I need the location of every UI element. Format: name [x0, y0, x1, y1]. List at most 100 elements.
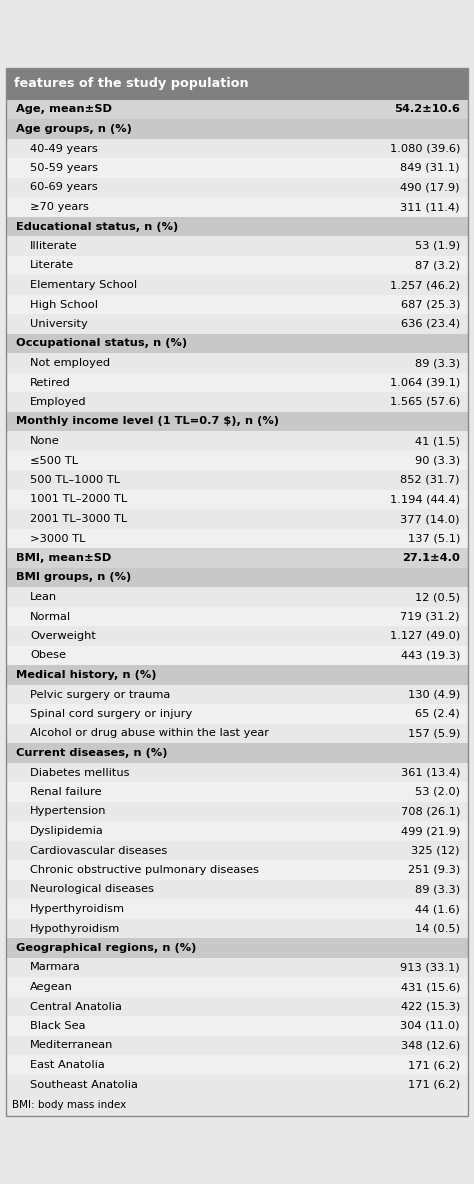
Text: 708 (26.1): 708 (26.1) [401, 806, 460, 817]
Text: Retired: Retired [30, 378, 71, 387]
Text: ≥70 years: ≥70 years [30, 202, 89, 212]
Bar [6, 412, 468, 431]
Bar [6, 861, 468, 880]
Bar [6, 509, 468, 529]
Text: BMI groups, n (%): BMI groups, n (%) [16, 573, 131, 583]
Bar [6, 1094, 468, 1117]
Text: 1.257 (46.2): 1.257 (46.2) [390, 279, 460, 290]
Bar [6, 451, 468, 470]
Bar [6, 606, 468, 626]
Text: Overweight: Overweight [30, 631, 96, 641]
Text: Literate: Literate [30, 260, 74, 270]
Text: Pelvic surgery or trauma: Pelvic surgery or trauma [30, 689, 170, 700]
Bar [6, 1036, 468, 1055]
Text: 443 (19.3): 443 (19.3) [401, 650, 460, 661]
Text: Not employed: Not employed [30, 358, 110, 368]
Text: Chronic obstructive pulmonary diseases: Chronic obstructive pulmonary diseases [30, 866, 259, 875]
Bar [6, 919, 468, 938]
Bar [6, 67, 468, 1117]
Bar [6, 684, 468, 704]
Text: Hyperthyroidism: Hyperthyroidism [30, 905, 125, 914]
Text: 852 (31.7): 852 (31.7) [401, 475, 460, 485]
Bar [6, 159, 468, 178]
Text: 687 (25.3): 687 (25.3) [401, 300, 460, 309]
Text: 65 (2.4): 65 (2.4) [415, 709, 460, 719]
Bar [6, 470, 468, 490]
Text: 2001 TL–3000 TL: 2001 TL–3000 TL [30, 514, 127, 525]
Bar [6, 120, 468, 139]
Bar [6, 997, 468, 1016]
Text: 1.194 (44.4): 1.194 (44.4) [390, 495, 460, 504]
Text: 54.2±10.6: 54.2±10.6 [394, 104, 460, 115]
Text: Central Anatolia: Central Anatolia [30, 1002, 122, 1011]
Text: 40-49 years: 40-49 years [30, 143, 98, 154]
Text: 500 TL–1000 TL: 500 TL–1000 TL [30, 475, 120, 485]
Text: 361 (13.4): 361 (13.4) [401, 767, 460, 778]
Text: Aegean: Aegean [30, 982, 73, 992]
Bar [6, 237, 468, 256]
Bar [6, 314, 468, 334]
Bar [6, 938, 468, 958]
Text: Hypothyroidism: Hypothyroidism [30, 924, 120, 933]
Bar [6, 490, 468, 509]
Bar [6, 431, 468, 451]
Text: ≤500 TL: ≤500 TL [30, 456, 78, 465]
Text: 499 (21.9): 499 (21.9) [401, 826, 460, 836]
Text: Alcohol or drug abuse within the last year: Alcohol or drug abuse within the last ye… [30, 728, 269, 739]
Text: Medical history, n (%): Medical history, n (%) [16, 670, 156, 680]
Bar [6, 99, 468, 120]
Text: 422 (15.3): 422 (15.3) [401, 1002, 460, 1011]
Text: Occupational status, n (%): Occupational status, n (%) [16, 339, 187, 348]
Bar [6, 880, 468, 900]
Bar [6, 1075, 468, 1094]
Bar [6, 958, 468, 977]
Text: 12 (0.5): 12 (0.5) [415, 592, 460, 601]
Text: 27.1±4.0: 27.1±4.0 [402, 553, 460, 564]
Text: Obese: Obese [30, 650, 66, 661]
Text: 53 (1.9): 53 (1.9) [415, 242, 460, 251]
Text: Employed: Employed [30, 397, 87, 407]
Bar [6, 548, 468, 568]
Text: Dyslipidemia: Dyslipidemia [30, 826, 104, 836]
Text: Illiterate: Illiterate [30, 242, 78, 251]
Bar [6, 67, 468, 99]
Bar [6, 900, 468, 919]
Bar [6, 198, 468, 217]
Bar [6, 392, 468, 412]
Text: 431 (15.6): 431 (15.6) [401, 982, 460, 992]
Text: 14 (0.5): 14 (0.5) [415, 924, 460, 933]
Bar [6, 568, 468, 587]
Bar [6, 334, 468, 353]
Bar [6, 744, 468, 762]
Text: features of the study population: features of the study population [14, 77, 249, 90]
Text: High School: High School [30, 300, 98, 309]
Bar [6, 802, 468, 822]
Text: 304 (11.0): 304 (11.0) [401, 1021, 460, 1031]
Bar [6, 762, 468, 783]
Text: 89 (3.3): 89 (3.3) [415, 358, 460, 368]
Bar [6, 822, 468, 841]
Text: 377 (14.0): 377 (14.0) [401, 514, 460, 525]
Text: 1.565 (57.6): 1.565 (57.6) [390, 397, 460, 407]
Bar [6, 783, 468, 802]
Text: 1001 TL–2000 TL: 1001 TL–2000 TL [30, 495, 127, 504]
Text: Renal failure: Renal failure [30, 787, 101, 797]
Bar [6, 977, 468, 997]
Text: Normal: Normal [30, 611, 71, 622]
Bar [6, 529, 468, 548]
Text: University: University [30, 318, 88, 329]
Text: 913 (33.1): 913 (33.1) [401, 963, 460, 972]
Text: 311 (11.4): 311 (11.4) [401, 202, 460, 212]
Text: 325 (12): 325 (12) [411, 845, 460, 856]
Text: 1.127 (49.0): 1.127 (49.0) [390, 631, 460, 641]
Text: 130 (4.9): 130 (4.9) [408, 689, 460, 700]
Text: Geographical regions, n (%): Geographical regions, n (%) [16, 942, 196, 953]
Text: Educational status, n (%): Educational status, n (%) [16, 221, 178, 232]
Text: 44 (1.6): 44 (1.6) [415, 905, 460, 914]
Text: Neurological diseases: Neurological diseases [30, 884, 154, 894]
Text: BMI: body mass index: BMI: body mass index [12, 1100, 126, 1111]
Text: 90 (3.3): 90 (3.3) [415, 456, 460, 465]
Text: 490 (17.9): 490 (17.9) [401, 182, 460, 193]
Text: Elementary School: Elementary School [30, 279, 137, 290]
Text: East Anatolia: East Anatolia [30, 1060, 105, 1070]
